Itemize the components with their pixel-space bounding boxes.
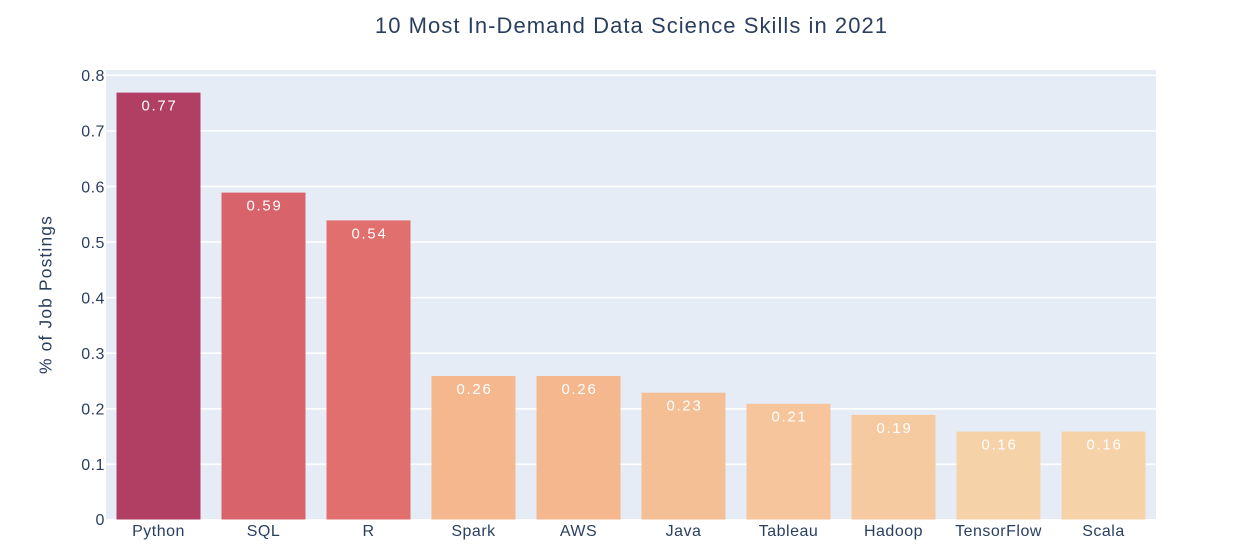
svg-text:TensorFlow: TensorFlow [955,523,1042,540]
svg-text:0.19: 0.19 [877,421,913,437]
svg-text:% of Job Postings: % of Job Postings [35,215,55,374]
svg-text:0.3: 0.3 [81,346,105,363]
svg-text:0.8: 0.8 [81,68,105,85]
svg-text:0.2: 0.2 [81,402,105,419]
svg-text:0.21: 0.21 [772,410,808,426]
svg-text:SQL: SQL [247,523,281,540]
svg-text:0.1: 0.1 [81,457,105,474]
svg-text:0.59: 0.59 [247,199,283,215]
svg-text:0.7: 0.7 [81,124,105,141]
svg-text:0.16: 0.16 [982,438,1018,454]
svg-text:0.26: 0.26 [562,382,598,398]
svg-text:10 Most In-Demand Data Science: 10 Most In-Demand Data Science Skills in… [375,13,888,38]
svg-text:Tableau: Tableau [759,523,819,540]
svg-text:R: R [362,523,374,540]
svg-text:0.54: 0.54 [352,226,388,242]
svg-text:0.77: 0.77 [142,99,178,115]
svg-text:0.6: 0.6 [81,179,105,196]
svg-text:Python: Python [132,523,185,540]
svg-text:Java: Java [666,523,702,540]
svg-text:Hadoop: Hadoop [864,523,923,540]
svg-text:0.5: 0.5 [81,235,105,252]
svg-text:Spark: Spark [451,523,496,540]
svg-text:0: 0 [96,512,105,529]
svg-text:0.26: 0.26 [457,382,493,398]
svg-text:0.16: 0.16 [1087,438,1123,454]
svg-text:0.4: 0.4 [81,290,105,307]
svg-text:AWS: AWS [560,523,597,540]
svg-text:0.23: 0.23 [667,399,703,415]
svg-text:Scala: Scala [1082,523,1125,540]
